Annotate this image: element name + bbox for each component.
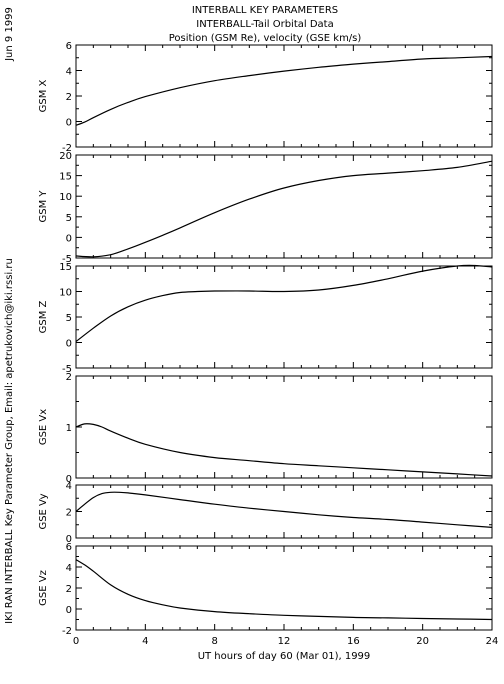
panel-gse-vz: -2 0 2 4 6 GSE Vz bbox=[38, 542, 493, 637]
y-tick-label: 10 bbox=[59, 288, 72, 299]
panel-frame bbox=[75, 545, 493, 631]
y-tick-label: 5 bbox=[66, 213, 72, 224]
series-line-gse-vy bbox=[75, 491, 493, 528]
chart-title-line2: INTERBALL-Tail Orbital Data bbox=[196, 19, 333, 30]
y-tick-label: 6 bbox=[66, 542, 72, 553]
panel-gse-vy: 0 2 4 GSE Vy bbox=[38, 481, 493, 545]
series-line-gse-vz bbox=[75, 559, 493, 621]
panel-gsm-y: -5 0 5 10 15 20 GSM Y bbox=[38, 151, 493, 265]
date-stamp: Jun 9 1999 bbox=[4, 7, 15, 62]
x-tick-label: 12 bbox=[278, 636, 291, 647]
y-tick-label: 5 bbox=[66, 313, 72, 324]
x-tick-label: 0 bbox=[73, 636, 79, 647]
y-axis-label: GSM Y bbox=[38, 190, 49, 223]
y-tick-label: 2 bbox=[66, 584, 72, 595]
y-tick-label: 4 bbox=[66, 481, 72, 492]
y-tick-label: 20 bbox=[59, 151, 72, 162]
y-axis-label: GSM X bbox=[38, 79, 49, 112]
panel-frame bbox=[75, 375, 493, 479]
y-tick-label: 2 bbox=[66, 508, 72, 519]
x-tick-label: 16 bbox=[347, 636, 360, 647]
y-tick-label: 0 bbox=[66, 534, 72, 545]
y-tick-label: 0 bbox=[66, 118, 72, 129]
series-line-gsm-y bbox=[75, 160, 493, 258]
y-axis-label: GSE Vy bbox=[38, 493, 49, 529]
x-axis: 0 4 8 12 16 20 24 bbox=[73, 636, 499, 647]
x-tick-label: 20 bbox=[416, 636, 429, 647]
y-axis-label: GSE Vx bbox=[38, 409, 49, 445]
y-tick-label: 1 bbox=[66, 423, 72, 434]
y-tick-label: 0 bbox=[66, 233, 72, 244]
y-axis-label: GSE Vz bbox=[38, 570, 49, 606]
y-tick-label: 0 bbox=[66, 474, 72, 485]
x-tick-label: 4 bbox=[142, 636, 148, 647]
y-tick-label: 2 bbox=[66, 92, 72, 103]
x-tick-label: 8 bbox=[211, 636, 217, 647]
series-line-gsm-x bbox=[75, 55, 493, 126]
y-tick-label: 0 bbox=[66, 605, 72, 616]
panel-frame bbox=[75, 44, 493, 148]
x-axis-label: UT hours of day 60 (Mar 01), 1999 bbox=[198, 651, 371, 662]
y-tick-label: 2 bbox=[66, 372, 72, 383]
side-credit: IKI RAN INTERBALL Key Parameter Group, E… bbox=[4, 258, 15, 624]
panel-frame bbox=[75, 265, 493, 369]
y-tick-label: 6 bbox=[66, 41, 72, 52]
y-axis-label: GSM Z bbox=[38, 300, 49, 333]
series-line-gse-vx bbox=[75, 423, 493, 477]
panel-gse-vx: 0 1 2 GSE Vx bbox=[38, 372, 493, 485]
chart-title-line3: Position (GSM Re), velocity (GSE km/s) bbox=[169, 33, 362, 44]
y-tick-label: -5 bbox=[62, 254, 72, 265]
x-tick-label: 24 bbox=[486, 636, 499, 647]
panel-gsm-x: -2 0 2 4 6 GSM X bbox=[38, 41, 493, 154]
y-tick-label: 15 bbox=[59, 172, 72, 183]
y-tick-label: -5 bbox=[62, 364, 72, 375]
y-tick-label: 15 bbox=[59, 262, 72, 273]
y-tick-label: 0 bbox=[66, 339, 72, 350]
chart-title-line1: INTERBALL KEY PARAMETERS bbox=[192, 5, 338, 16]
series-line-gsm-z bbox=[75, 264, 493, 342]
y-tick-label: -2 bbox=[62, 626, 72, 637]
panel-gsm-z: -5 0 5 10 15 GSM Z bbox=[38, 262, 493, 375]
y-tick-label: -2 bbox=[62, 143, 72, 154]
y-tick-label: 4 bbox=[66, 67, 72, 78]
y-tick-label: 4 bbox=[66, 563, 72, 574]
y-tick-label: 10 bbox=[59, 192, 72, 203]
